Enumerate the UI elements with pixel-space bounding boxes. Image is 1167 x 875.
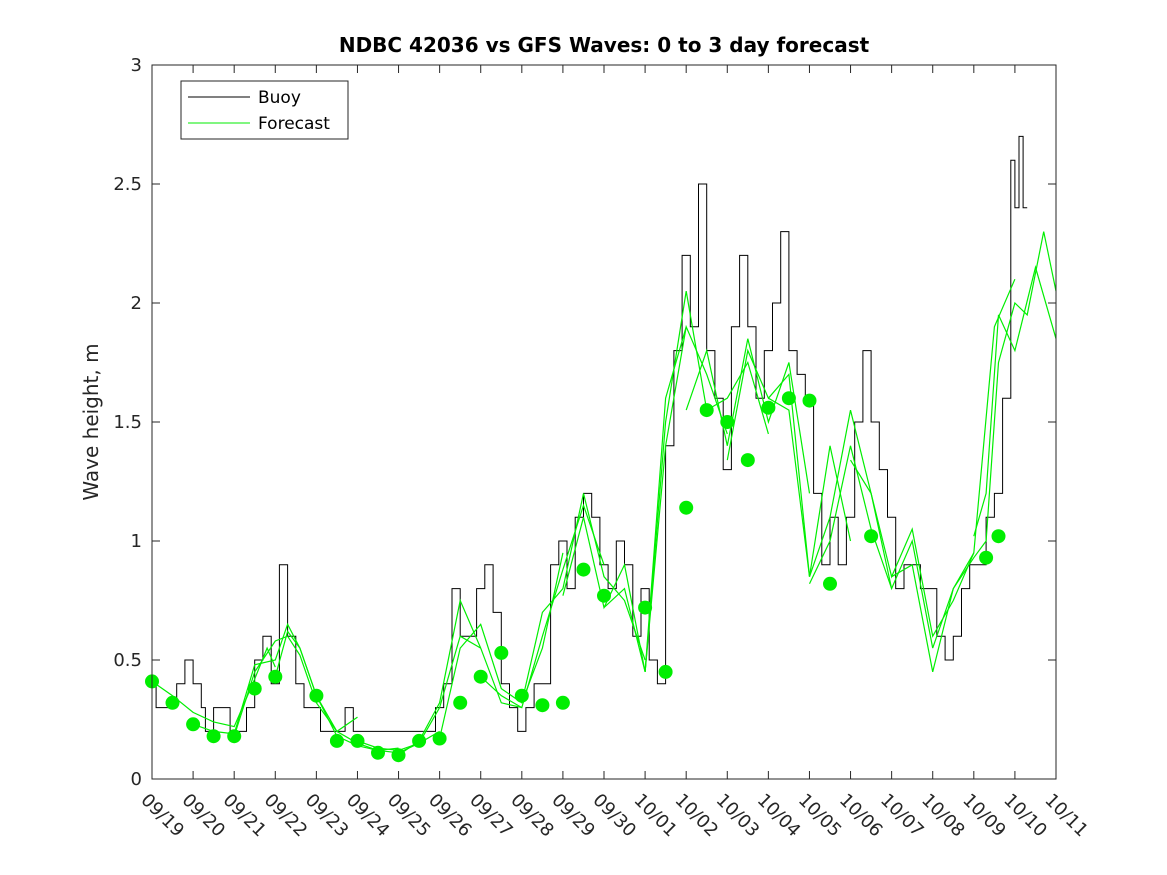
analysis-marker <box>991 529 1006 544</box>
analysis-marker <box>186 717 201 732</box>
analysis-marker <box>494 645 509 660</box>
analysis-marker <box>227 729 242 744</box>
plot-area <box>152 65 1056 779</box>
analysis-marker <box>412 733 427 748</box>
analysis-marker <box>823 576 837 591</box>
forecast-line-18 <box>849 459 975 638</box>
y-axis-title: Wave height, m <box>79 343 103 500</box>
chart-title: NDBC 42036 vs GFS Waves: 0 to 3 day fore… <box>339 33 870 57</box>
analysis-marker <box>576 562 591 577</box>
y-tick-label: 0.5 <box>113 650 142 671</box>
analysis-marker <box>247 681 262 696</box>
y-tick-label: 1.5 <box>113 412 142 433</box>
analysis-marker <box>535 698 550 713</box>
forecast-line-14 <box>685 338 811 494</box>
forecast-line-8 <box>439 552 564 739</box>
analysis-markers <box>145 391 1006 763</box>
legend-buoy-label: Buoy <box>258 88 301 108</box>
forecast-line-9 <box>480 503 605 709</box>
forecast-line-21 <box>973 264 1057 537</box>
analysis-marker <box>781 391 796 406</box>
analysis-marker <box>514 688 529 703</box>
analysis-marker <box>309 688 324 703</box>
analysis-marker <box>371 745 385 760</box>
analysis-marker <box>329 733 344 748</box>
y-tick-label: 0 <box>131 769 142 790</box>
analysis-marker <box>802 393 817 408</box>
forecast-line-15 <box>726 348 852 577</box>
legend-forecast-label: Forecast <box>258 114 330 134</box>
analysis-marker <box>432 731 447 746</box>
analysis-marker <box>206 729 221 744</box>
analysis-marker <box>350 733 365 748</box>
forecast-line-20 <box>932 231 1057 649</box>
analysis-marker <box>555 695 570 710</box>
analysis-marker <box>597 588 611 603</box>
legend-box <box>180 80 349 140</box>
forecast-line-11 <box>562 326 687 673</box>
analysis-marker <box>720 415 735 429</box>
y-tick-label: 1 <box>131 531 142 552</box>
forecast-line-10 <box>521 493 646 703</box>
analysis-marker <box>740 453 755 468</box>
analysis-marker <box>638 600 653 615</box>
y-tick-label: 2.5 <box>113 174 142 195</box>
buoy-line <box>152 135 1028 732</box>
analysis-marker <box>268 669 283 684</box>
analysis-marker <box>473 669 488 684</box>
y-axis: 0 0.5 1 1.5 2 2.5 3 <box>113 55 1056 790</box>
buoy-layer <box>152 135 1028 732</box>
analysis-marker <box>699 403 714 418</box>
analysis-marker <box>658 664 673 679</box>
y-tick-label: 3 <box>131 55 142 76</box>
analysis-marker <box>979 550 994 565</box>
plot-background <box>152 65 1056 779</box>
analysis-marker <box>391 748 406 763</box>
analysis-marker <box>679 500 694 515</box>
forecast-line-12 <box>603 324 728 673</box>
analysis-marker <box>761 400 776 415</box>
analysis-marker <box>864 529 879 544</box>
legend: Buoy Forecast <box>180 80 349 140</box>
analysis-marker <box>453 695 468 710</box>
forecast-line-17 <box>808 445 934 649</box>
analysis-marker <box>165 695 180 710</box>
y-tick-label: 2 <box>131 293 142 314</box>
